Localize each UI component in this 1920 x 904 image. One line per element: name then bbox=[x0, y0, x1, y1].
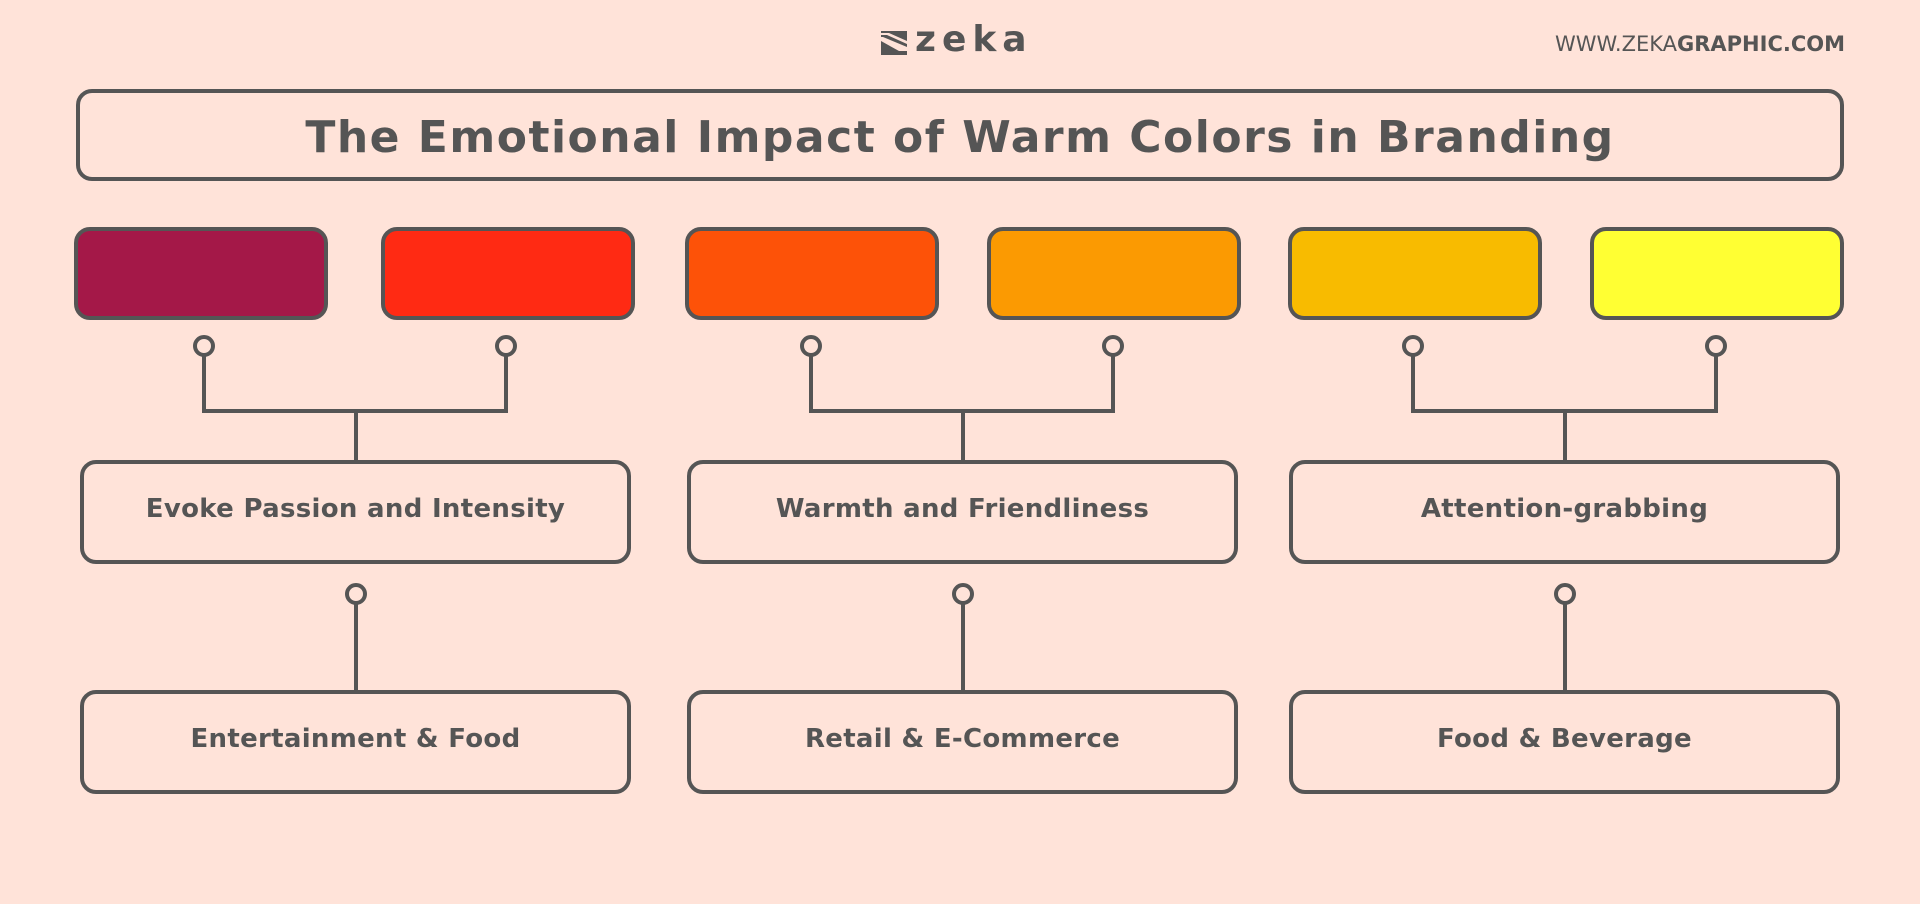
page-title: The Emotional Impact of Warm Colors in B… bbox=[305, 111, 1615, 163]
zeka-logo-mark-icon bbox=[881, 31, 907, 55]
swatch-red-orange bbox=[685, 227, 939, 320]
node-circle-icon bbox=[1402, 335, 1424, 357]
node-circle-icon bbox=[1102, 335, 1124, 357]
industry-box-2: Retail & E-Commerce bbox=[687, 690, 1238, 794]
node-circle-icon bbox=[1554, 583, 1576, 605]
logo-wordmark: zeka bbox=[915, 19, 1033, 60]
website-url-prefix: WWW.ZEKA bbox=[1555, 32, 1677, 56]
swatch-orange bbox=[987, 227, 1241, 320]
emotion-box-3: Attention-grabbing bbox=[1289, 460, 1840, 564]
swatch-amber bbox=[1288, 227, 1542, 320]
swatch-red bbox=[381, 227, 635, 320]
emotion-label: Evoke Passion and Intensity bbox=[145, 494, 566, 524]
industry-label: Food & Beverage bbox=[1437, 724, 1692, 754]
node-circle-icon bbox=[495, 335, 517, 357]
node-circle-icon bbox=[800, 335, 822, 357]
emotion-label: Attention-grabbing bbox=[1420, 494, 1709, 524]
title-box: The Emotional Impact of Warm Colors in B… bbox=[76, 89, 1844, 181]
website-url-domain: GRAPHIC.COM bbox=[1677, 32, 1845, 56]
industry-label: Retail & E-Commerce bbox=[804, 724, 1121, 754]
zeka-logo: zeka bbox=[881, 19, 1033, 60]
emotion-box-1: Evoke Passion and Intensity bbox=[80, 460, 631, 564]
node-circle-icon bbox=[1705, 335, 1727, 357]
industry-label: Entertainment & Food bbox=[190, 724, 521, 754]
emotion-label: Warmth and Friendliness bbox=[775, 494, 1150, 524]
industry-box-3: Food & Beverage bbox=[1289, 690, 1840, 794]
industry-box-1: Entertainment & Food bbox=[80, 690, 631, 794]
emotion-box-2: Warmth and Friendliness bbox=[687, 460, 1238, 564]
swatch-crimson bbox=[74, 227, 328, 320]
swatch-yellow bbox=[1590, 227, 1844, 320]
node-circle-icon bbox=[345, 583, 367, 605]
website-url[interactable]: WWW.ZEKAGRAPHIC.COM bbox=[1555, 31, 1845, 57]
node-circle-icon bbox=[193, 335, 215, 357]
node-circle-icon bbox=[952, 583, 974, 605]
